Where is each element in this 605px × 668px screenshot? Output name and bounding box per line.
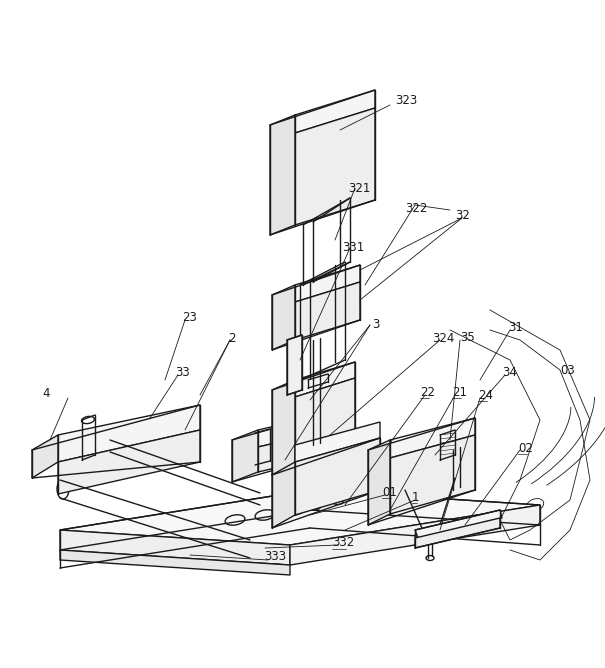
- Text: 03: 03: [560, 363, 575, 377]
- Polygon shape: [258, 418, 310, 447]
- Polygon shape: [295, 282, 360, 340]
- Text: 22: 22: [420, 385, 435, 399]
- Text: 31: 31: [508, 321, 523, 333]
- Polygon shape: [272, 380, 295, 475]
- Text: 331: 331: [342, 240, 364, 253]
- Polygon shape: [60, 490, 540, 545]
- Text: 35: 35: [460, 331, 475, 343]
- Polygon shape: [295, 108, 375, 225]
- Text: 01: 01: [382, 486, 397, 498]
- Polygon shape: [415, 510, 502, 538]
- Polygon shape: [272, 462, 295, 528]
- Text: 21: 21: [452, 385, 467, 399]
- Text: 2: 2: [228, 331, 235, 345]
- Polygon shape: [295, 378, 355, 465]
- Text: 3: 3: [372, 317, 379, 331]
- Polygon shape: [58, 430, 200, 494]
- Polygon shape: [232, 430, 258, 482]
- Text: 32: 32: [455, 208, 470, 222]
- Polygon shape: [415, 518, 500, 548]
- Polygon shape: [58, 405, 200, 462]
- Polygon shape: [290, 505, 540, 565]
- Polygon shape: [368, 440, 390, 525]
- Polygon shape: [390, 418, 475, 458]
- Polygon shape: [287, 335, 302, 395]
- Text: 333: 333: [264, 550, 286, 564]
- Polygon shape: [295, 438, 380, 515]
- Polygon shape: [295, 362, 355, 397]
- Polygon shape: [415, 525, 450, 540]
- Text: 23: 23: [182, 311, 197, 323]
- Polygon shape: [295, 422, 380, 462]
- Text: 332: 332: [332, 536, 355, 550]
- Text: 323: 323: [395, 94, 417, 106]
- Text: 324: 324: [432, 331, 454, 345]
- Polygon shape: [295, 90, 375, 133]
- Text: 322: 322: [405, 202, 427, 214]
- Polygon shape: [60, 550, 290, 575]
- Text: 24: 24: [478, 389, 493, 401]
- Polygon shape: [270, 115, 295, 235]
- Text: 33: 33: [175, 365, 190, 379]
- Polygon shape: [32, 435, 58, 478]
- Polygon shape: [258, 435, 310, 472]
- Polygon shape: [272, 285, 295, 350]
- Polygon shape: [60, 530, 290, 565]
- Text: 1: 1: [412, 490, 419, 504]
- Text: 321: 321: [348, 182, 370, 194]
- Text: 02: 02: [518, 442, 533, 454]
- Polygon shape: [390, 435, 475, 514]
- Text: 4: 4: [42, 387, 50, 399]
- Polygon shape: [295, 265, 360, 302]
- Text: 34: 34: [502, 365, 517, 379]
